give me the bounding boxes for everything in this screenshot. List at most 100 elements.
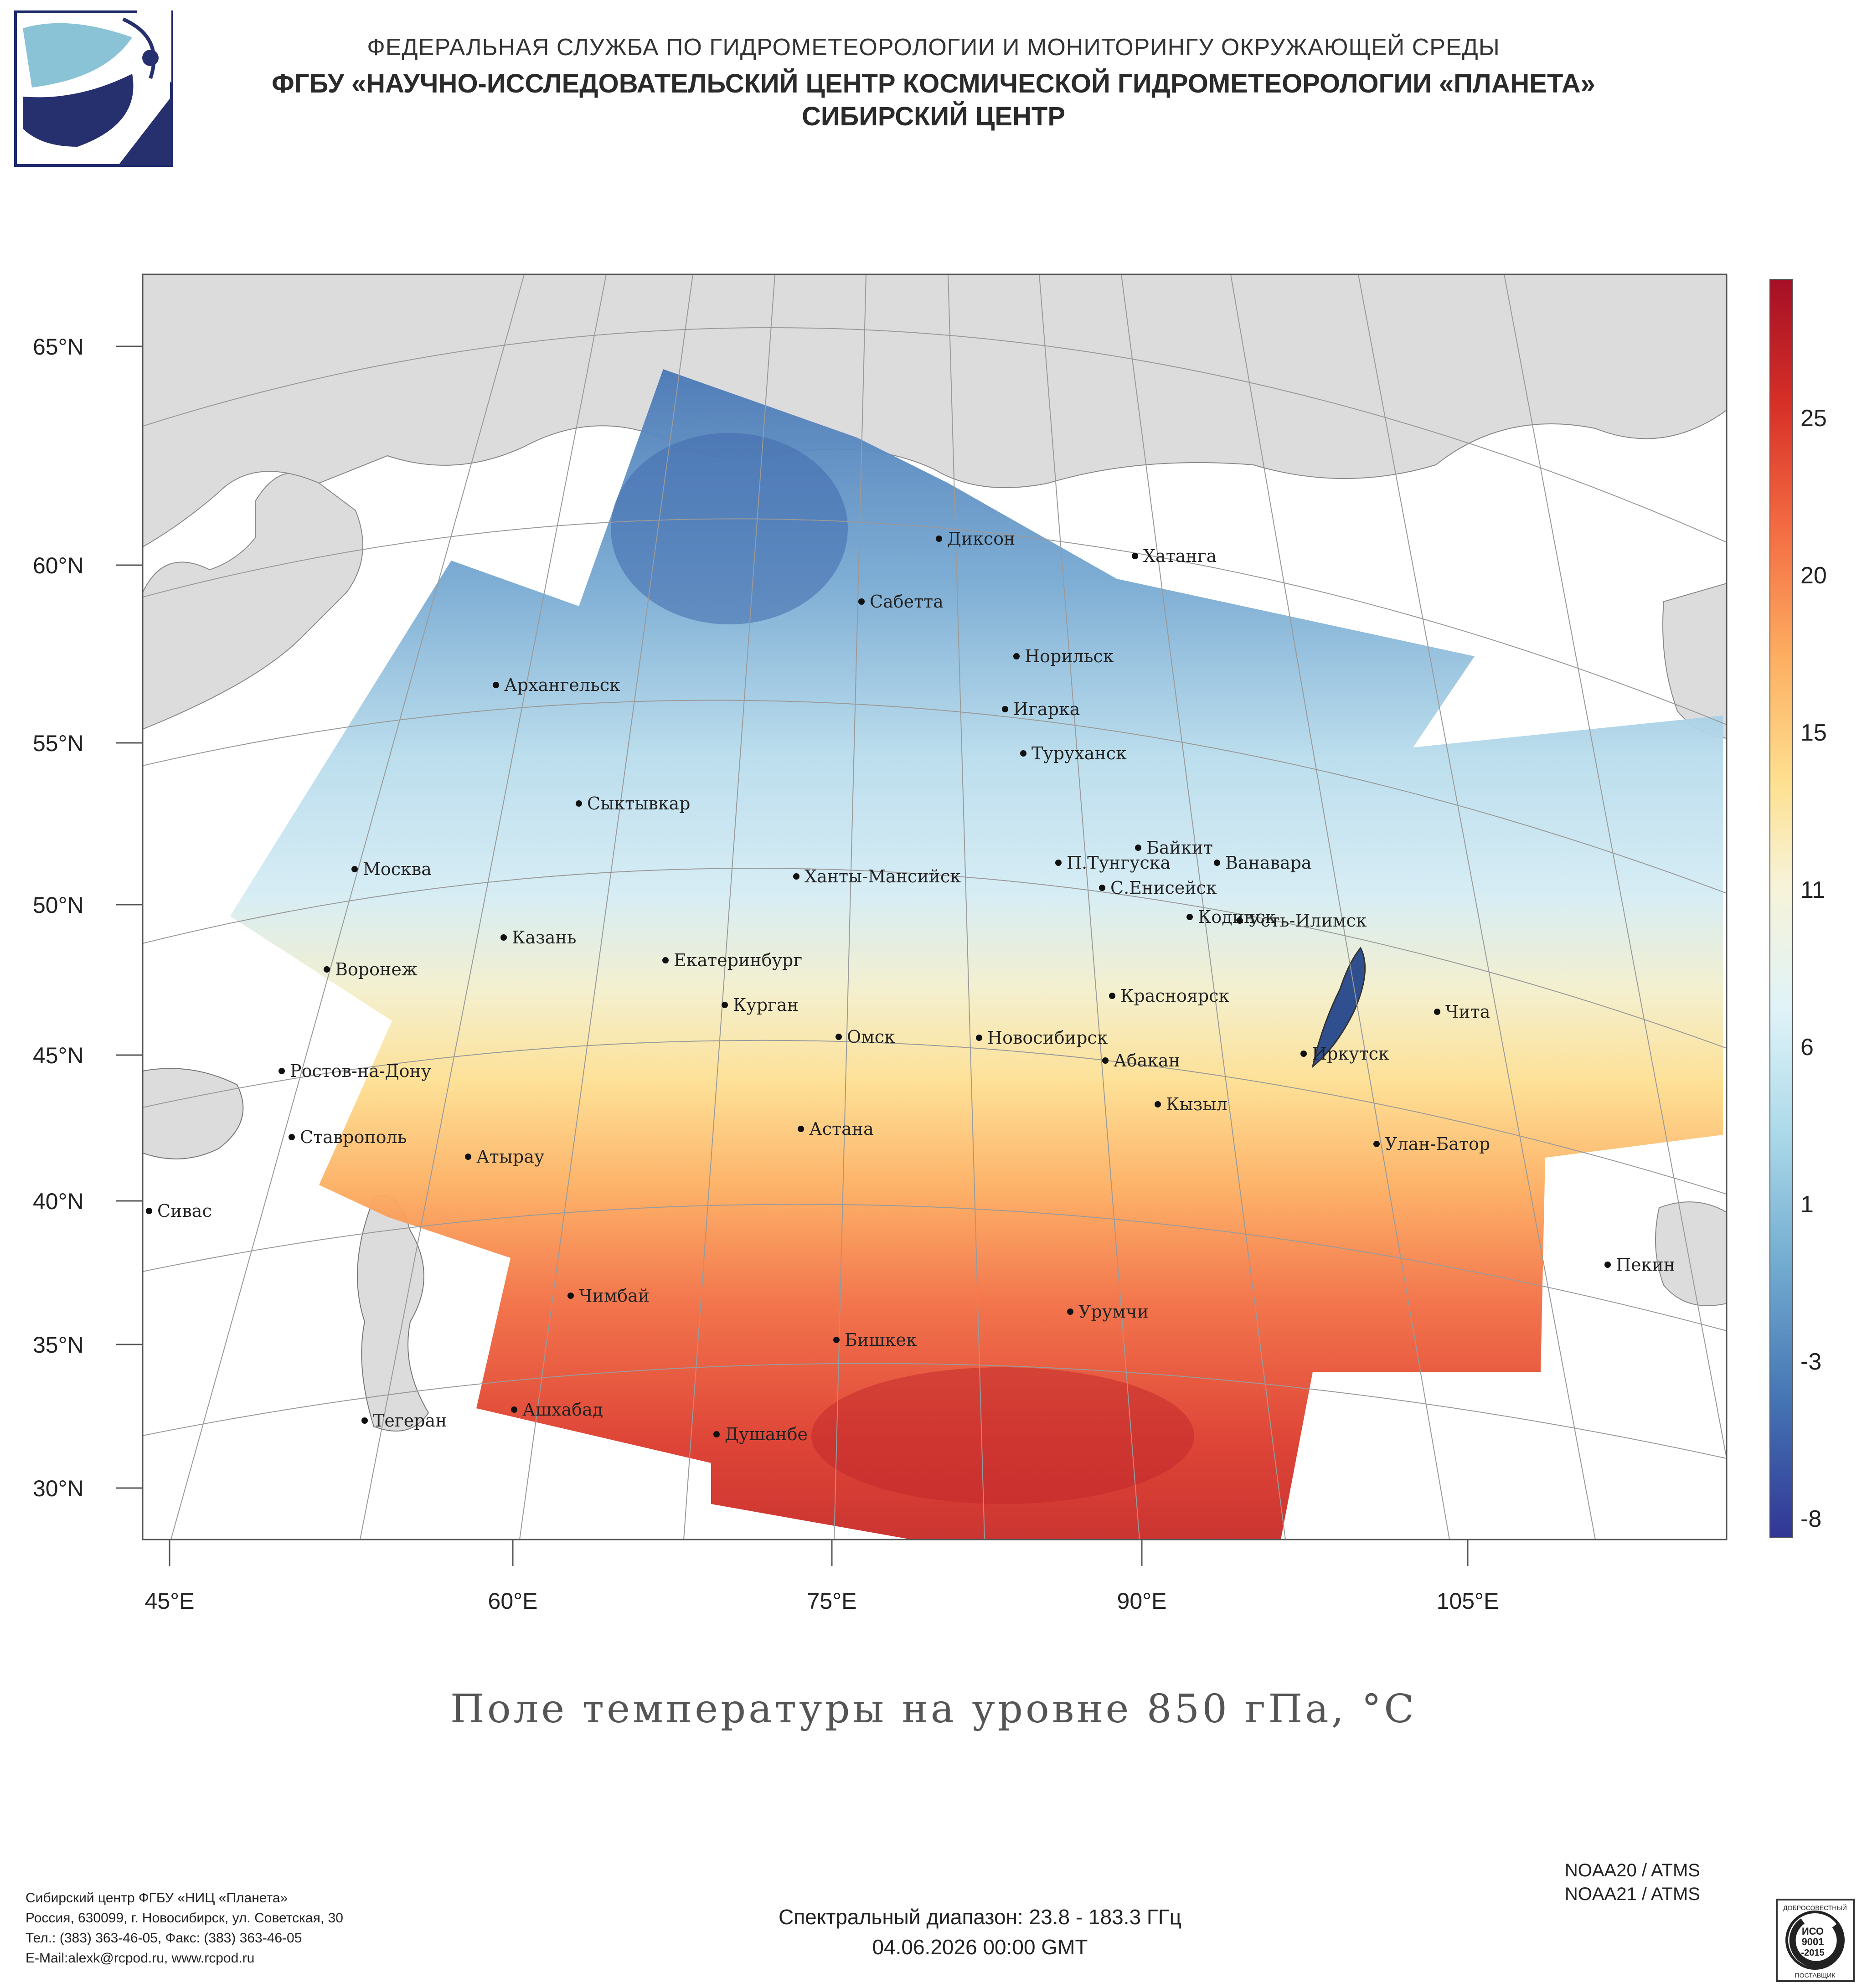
lon-label-105: 105°E	[1437, 1588, 1499, 1614]
city-marker: Туруханск	[1020, 743, 1127, 763]
lat-label-60: 60°N	[33, 553, 84, 578]
footer-satellites: NOAA20 / ATMS NOAA21 / ATMS	[1518, 1859, 1700, 1906]
city-marker: Омск	[836, 1027, 895, 1047]
caspian-sea	[357, 1195, 429, 1432]
city-marker: Сыктывкар	[576, 793, 690, 814]
city-marker: Диксон	[936, 529, 1015, 549]
city-label: Красноярск	[1120, 986, 1229, 1006]
colorbar-tick-11: 11	[1800, 877, 1825, 903]
iso-line3: -2015	[1801, 1948, 1824, 1958]
city-marker: Воронеж	[324, 959, 418, 979]
city-marker: Душанбе	[713, 1424, 808, 1444]
colorbar-tick-minus8: -8	[1800, 1506, 1821, 1532]
city-label: П.Тунгуска	[1067, 853, 1171, 873]
iso-line1: ИСО	[1802, 1926, 1824, 1937]
city-marker: Ростов-на-Дону	[279, 1061, 431, 1081]
footer-email: E-Mail:alexk@rcpod.ru, www.rcpod.ru	[26, 1951, 255, 1966]
city-label: Кодинск	[1198, 907, 1276, 927]
colorbar-tick-1: 1	[1800, 1191, 1814, 1218]
city-label: Норильск	[1025, 646, 1114, 666]
city-marker: Ашхабад	[511, 1400, 603, 1420]
timestamp: 04.06.2026 00:00 GMT	[872, 1935, 1088, 1959]
city-markers: Диксон Хатанга Сабетта Норильск Игарка А…	[146, 529, 1675, 1444]
city-label: Москва	[363, 859, 432, 879]
city-label: Тегеран	[373, 1411, 447, 1431]
city-label: Чимбай	[579, 1286, 650, 1306]
header-institution: ФГБУ «НАУЧНО-ИССЛЕДОВАТЕЛЬСКИЙ ЦЕНТР КОС…	[272, 69, 1595, 98]
city-label: Ростов-на-Дону	[290, 1061, 431, 1081]
city-label: Чита	[1445, 1002, 1490, 1022]
city-marker: Усть-Илимск	[1237, 911, 1367, 931]
city-marker: Ставрополь	[289, 1127, 407, 1147]
lon-label-90: 90°E	[1117, 1588, 1167, 1614]
city-marker: Тегеран	[361, 1411, 447, 1431]
map-frame	[142, 273, 1728, 1540]
lat-label-30: 30°N	[33, 1476, 84, 1501]
city-label: Туруханск	[1031, 743, 1127, 763]
city-marker: Кызыл	[1155, 1094, 1227, 1114]
lon-label-60: 60°E	[488, 1588, 538, 1614]
city-label: Бишкек	[845, 1330, 917, 1350]
colorbar-tick-minus3: -3	[1800, 1349, 1821, 1375]
city-marker: Кодинск	[1186, 907, 1276, 927]
planeta-logo	[14, 10, 173, 167]
city-label: Кызыл	[1166, 1094, 1227, 1114]
yellow-sea-land	[1655, 1201, 1727, 1306]
city-marker: С.Енисейск	[1099, 878, 1217, 898]
city-label: Диксон	[947, 529, 1015, 549]
map-title: Поле температуры на уровне 850 гПа, °C	[450, 1686, 1417, 1732]
city-marker: Абакан	[1102, 1051, 1180, 1071]
city-label: Ашхабад	[522, 1400, 603, 1420]
city-label: Ванавара	[1225, 853, 1312, 873]
lat-label-50: 50°N	[33, 892, 84, 918]
city-marker: Иркутск	[1300, 1044, 1389, 1064]
satellite-1: NOAA20 / ATMS	[1564, 1860, 1700, 1880]
footer-phone: Тел.: (383) 363-46-05, Факс: (383) 363-4…	[26, 1931, 302, 1946]
spectral-range: Спектральный диапазон: 23.8 - 183.3 ГГц	[778, 1905, 1182, 1929]
city-label: С.Енисейск	[1110, 878, 1217, 898]
city-label: Ханты-Мансийск	[805, 866, 961, 886]
city-marker: Ханты-Мансийск	[793, 866, 961, 886]
latitude-axis: 65°N 60°N 55°N 50°N 45°N 40°N 35°N 30°N	[33, 334, 143, 1501]
iso-bottom-text: ПОСТАВЩИК	[1795, 1972, 1836, 1979]
city-label: Архангельск	[504, 675, 620, 695]
iso-top-text: ДОБРОСОВЕСТНЫЙ	[1783, 1904, 1847, 1911]
city-label: Улан-Батор	[1385, 1134, 1490, 1154]
city-label: Атырау	[476, 1147, 544, 1167]
footer-spectral-info: Спектральный диапазон: 23.8 - 183.3 ГГц …	[638, 1902, 1322, 1962]
city-marker: П.Тунгуска	[1055, 853, 1171, 873]
city-label: Екатеринбург	[674, 950, 802, 970]
colorbar-tick-20: 20	[1800, 562, 1827, 589]
lat-label-55: 55°N	[33, 731, 84, 756]
city-label: Пекин	[1616, 1255, 1675, 1275]
city-marker: Пекин	[1604, 1255, 1675, 1275]
city-marker: Архангельск	[493, 675, 620, 695]
city-label: Сыктывкар	[587, 793, 690, 814]
city-marker: Урумчи	[1067, 1302, 1149, 1322]
city-marker: Бишкек	[833, 1330, 917, 1350]
arctic-land-north	[143, 274, 1727, 548]
iso-certification-badge: ДОБРОСОВЕСТНЫЙ ИСО 9001 -2015 ПОСТАВЩИК	[1776, 1899, 1855, 1982]
cold-core	[611, 433, 848, 624]
lon-label-75: 75°E	[807, 1588, 857, 1614]
city-label: Сабетта	[870, 592, 944, 612]
city-label: Курган	[733, 995, 799, 1015]
city-label: Байкит	[1146, 838, 1213, 858]
colorbar-gradient	[1769, 279, 1793, 1538]
lat-label-35: 35°N	[33, 1332, 84, 1358]
city-marker: Чита	[1434, 1002, 1490, 1022]
city-label: Урумчи	[1078, 1302, 1149, 1322]
city-marker: Екатеринбург	[662, 950, 802, 970]
city-marker: Красноярск	[1109, 986, 1229, 1006]
city-marker: Хатанга	[1132, 546, 1217, 566]
city-marker: Казань	[500, 927, 576, 948]
lat-label-65: 65°N	[33, 334, 84, 360]
longitude-axis: 45°E 60°E 75°E 90°E 105°E	[145, 1540, 1499, 1614]
city-label: Сивас	[157, 1201, 212, 1221]
city-marker: Чимбай	[567, 1286, 650, 1306]
city-label: Омск	[847, 1027, 895, 1047]
footer-address: Россия, 630099, г. Новосибирск, ул. Сове…	[26, 1911, 343, 1926]
iso-line2: 9001	[1802, 1936, 1824, 1947]
temperature-field	[230, 369, 1723, 1540]
temperature-map: 65°N 60°N 55°N 50°N 45°N 40°N 35°N 30°N …	[33, 273, 1827, 1614]
